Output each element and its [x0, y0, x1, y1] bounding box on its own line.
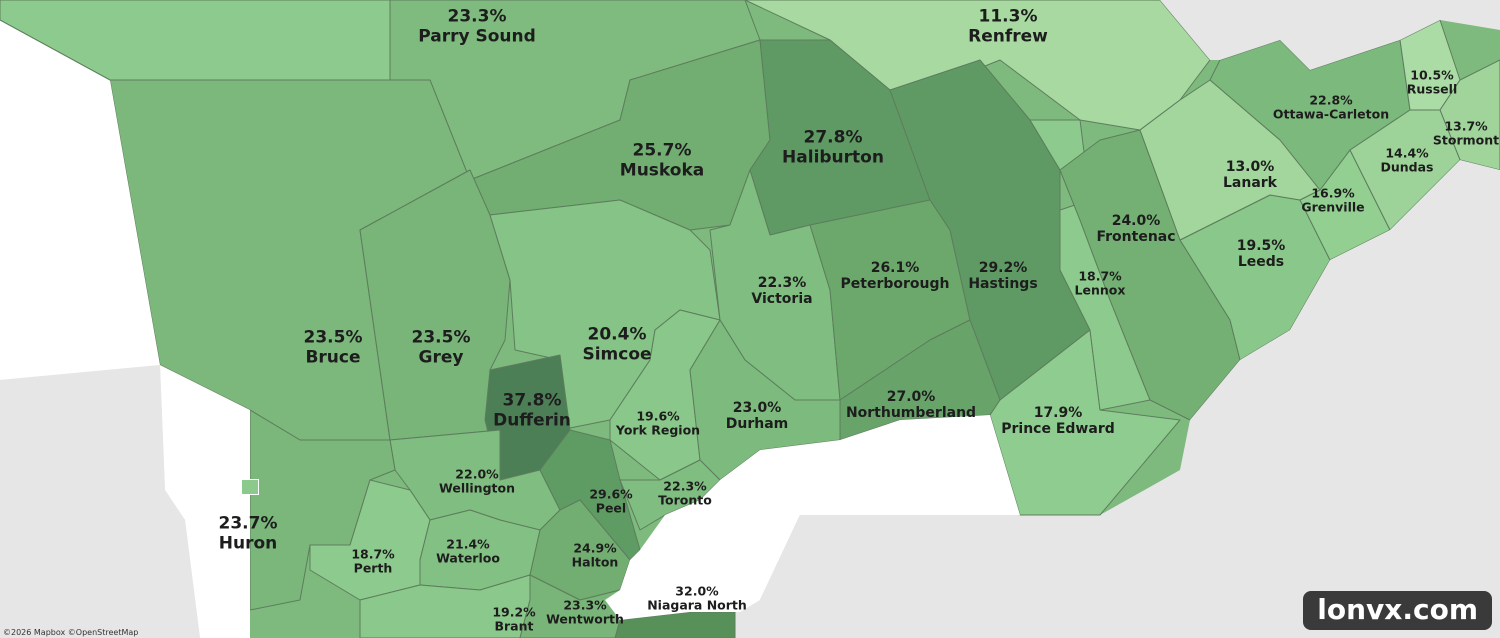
label-stormont: 13.7% Stormont	[1432, 118, 1500, 148]
label-perth: 18.7% Perth	[351, 546, 395, 576]
label-wellington: 22.0% Wellington	[439, 466, 515, 496]
label-russell: 10.5% Russell	[1406, 67, 1458, 97]
label-frontenac: 24.0% Frontenac	[1096, 212, 1176, 245]
label-halton: 24.9% Halton	[571, 540, 619, 570]
michigan-land	[0, 365, 200, 638]
label-brant: 19.2% Brant	[492, 604, 536, 634]
label-york-region: 19.6% York Region	[615, 408, 701, 438]
quebec-land	[1160, 0, 1500, 70]
label-northumberland: 27.0% Northumberland	[845, 388, 977, 421]
label-dufferin: 37.8% Dufferin	[493, 390, 571, 430]
label-renfrew: 11.3% Renfrew	[968, 6, 1048, 46]
label-bruce: 23.5% Bruce	[303, 327, 363, 367]
label-grenville: 16.9% Grenville	[1301, 185, 1365, 215]
label-hastings: 29.2% Hastings	[968, 259, 1038, 292]
label-grey: 23.5% Grey	[411, 327, 471, 367]
label-waterloo: 21.4% Waterloo	[436, 536, 500, 566]
label-peel: 29.6% Peel	[589, 486, 633, 516]
lake-ontario	[605, 415, 1020, 620]
label-toronto: 22.3% Toronto	[658, 478, 712, 508]
region-wentworth[interactable]	[519, 574, 621, 638]
label-niagara-north: 32.0% Niagara North	[647, 583, 747, 613]
label-lennox: 18.7% Lennox	[1074, 268, 1126, 298]
label-peterborough: 26.1% Peterborough	[840, 259, 950, 292]
region-prince-edward[interactable]	[989, 329, 1181, 516]
label-simcoe: 20.4% Simcoe	[582, 324, 652, 364]
watermark-logo: lonvx.com	[1303, 591, 1492, 630]
us-land-east	[1180, 160, 1500, 638]
label-prince-edward: 17.9% Prince Edward	[1001, 404, 1115, 437]
map-attribution[interactable]: ©2026 Mapbox ©OpenStreetMap	[3, 628, 139, 637]
label-muskoka: 25.7% Muskoka	[619, 140, 705, 180]
label-leeds: 19.5% Leeds	[1236, 237, 1286, 270]
label-lanark: 13.0% Lanark	[1223, 158, 1277, 191]
regions-layer	[109, 0, 1500, 638]
label-ottawa-carleton: 22.8% Ottawa-Carleton	[1272, 92, 1390, 122]
label-durham: 23.0% Durham	[725, 399, 789, 432]
label-haliburton: 27.8% Haliburton	[782, 127, 884, 167]
label-dundas: 14.4% Dundas	[1380, 145, 1434, 175]
lake-huron	[0, 20, 250, 638]
label-parry-sound: 23.3% Parry Sound	[418, 6, 536, 46]
label-victoria: 22.3% Victoria	[751, 274, 813, 307]
map-marker[interactable]	[241, 479, 259, 495]
region-northwest	[0, 0, 391, 81]
label-huron: 23.7% Huron	[218, 513, 278, 553]
label-wentworth: 23.3% Wentworth	[546, 597, 624, 627]
